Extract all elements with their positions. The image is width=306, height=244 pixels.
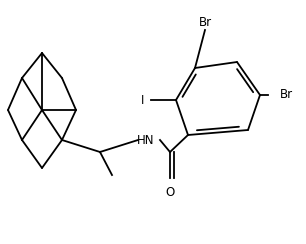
- Text: HN: HN: [137, 133, 155, 146]
- Text: Br: Br: [198, 16, 211, 29]
- Text: I: I: [141, 93, 145, 106]
- Text: Br: Br: [280, 89, 293, 102]
- Text: O: O: [165, 185, 175, 199]
